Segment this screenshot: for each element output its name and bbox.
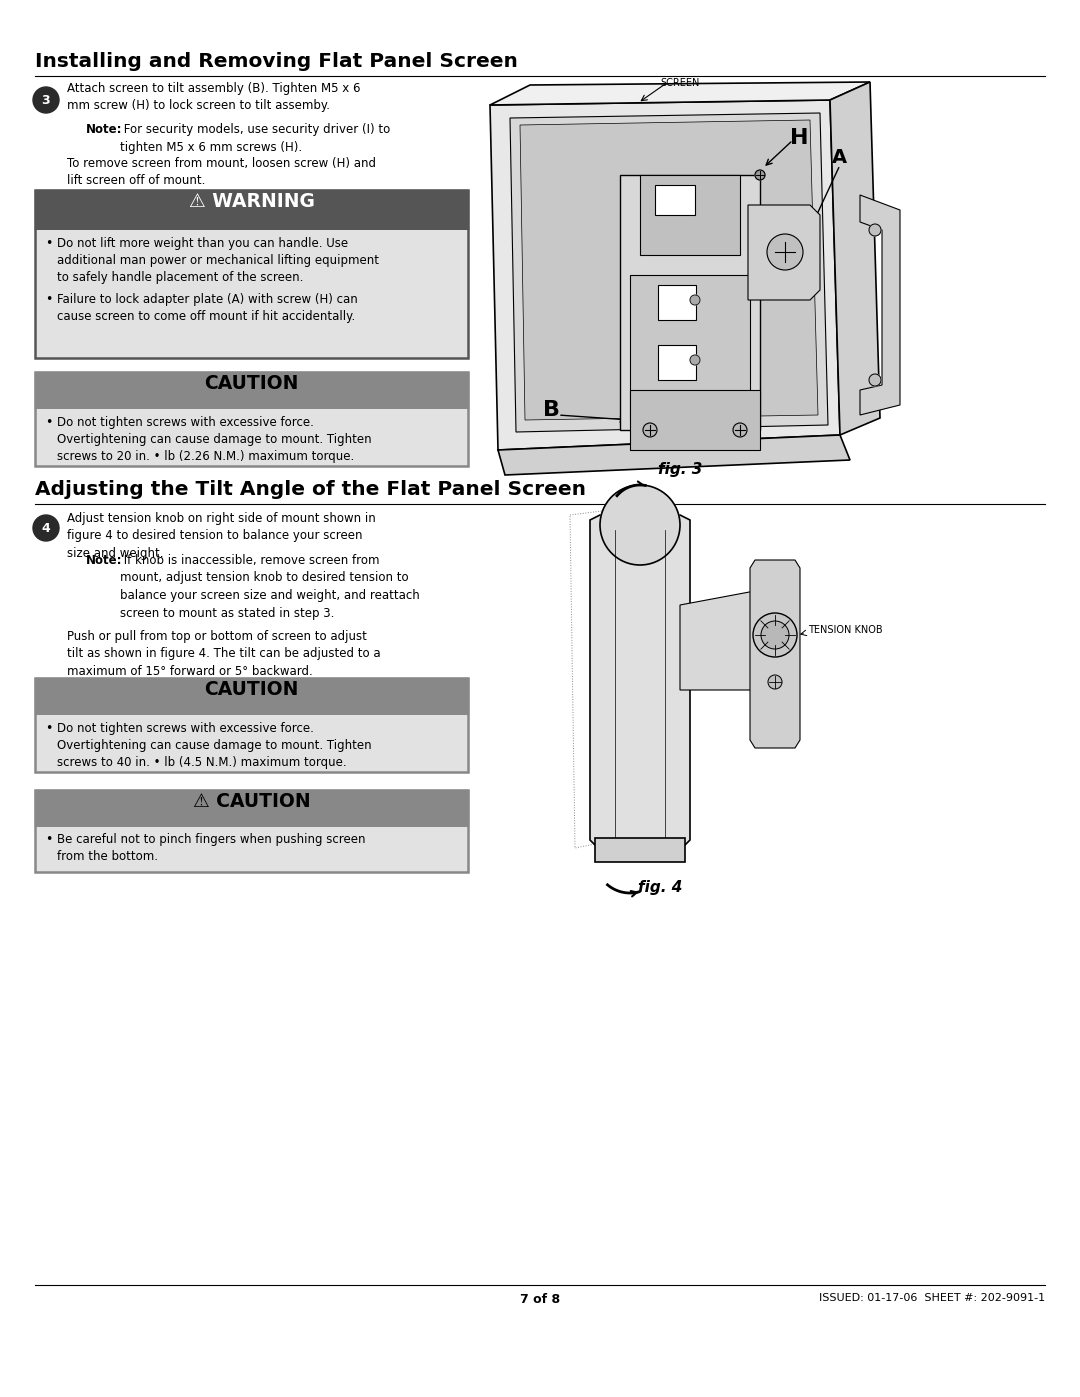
Text: TENSION KNOB: TENSION KNOB (808, 624, 882, 636)
FancyBboxPatch shape (35, 231, 468, 358)
Polygon shape (490, 82, 870, 105)
Polygon shape (831, 82, 880, 434)
Circle shape (755, 170, 765, 180)
Text: Attach screen to tilt assembly (B). Tighten M5 x 6
mm screw (H) to lock screen t: Attach screen to tilt assembly (B). Tigh… (67, 82, 361, 113)
FancyBboxPatch shape (35, 409, 468, 467)
Circle shape (753, 613, 797, 657)
Polygon shape (630, 390, 760, 450)
Circle shape (869, 374, 881, 386)
FancyBboxPatch shape (35, 715, 468, 773)
Circle shape (33, 87, 59, 113)
Polygon shape (519, 120, 818, 420)
Text: Note:: Note: (86, 123, 122, 136)
Text: For security models, use security driver (I) to
tighten M5 x 6 mm screws (H).: For security models, use security driver… (120, 123, 390, 154)
Circle shape (768, 675, 782, 689)
Text: •: • (45, 237, 52, 250)
Text: •: • (45, 722, 52, 735)
Text: If knob is inaccessible, remove screen from
mount, adjust tension knob to desire: If knob is inaccessible, remove screen f… (120, 555, 420, 619)
Text: Do not lift more weight than you can handle. Use
additional man power or mechani: Do not lift more weight than you can han… (57, 237, 379, 284)
Text: CAUTION: CAUTION (204, 680, 299, 698)
Text: 3: 3 (42, 94, 51, 106)
FancyBboxPatch shape (658, 345, 696, 380)
Text: ⚠ WARNING: ⚠ WARNING (189, 191, 314, 211)
Circle shape (33, 515, 59, 541)
Text: To remove screen from mount, loosen screw (H) and
lift screen off of mount.: To remove screen from mount, loosen scre… (67, 156, 376, 187)
Circle shape (767, 235, 804, 270)
Circle shape (690, 295, 700, 305)
Circle shape (869, 224, 881, 236)
Text: fig. 4: fig. 4 (638, 880, 683, 895)
FancyBboxPatch shape (35, 678, 468, 715)
Text: Installing and Removing Flat Panel Screen: Installing and Removing Flat Panel Scree… (35, 52, 518, 71)
Polygon shape (748, 205, 820, 300)
Text: A: A (832, 148, 847, 168)
Text: ⚠ CAUTION: ⚠ CAUTION (192, 792, 310, 812)
Text: B: B (543, 400, 561, 420)
Polygon shape (860, 196, 900, 415)
Text: 7 of 8: 7 of 8 (519, 1294, 561, 1306)
Text: •: • (45, 833, 52, 847)
Text: CAUTION: CAUTION (204, 374, 299, 393)
FancyBboxPatch shape (35, 372, 468, 409)
Polygon shape (590, 515, 690, 849)
FancyBboxPatch shape (35, 827, 468, 872)
Polygon shape (490, 101, 840, 450)
Text: ISSUED: 01-17-06  SHEET #: 202-9091-1: ISSUED: 01-17-06 SHEET #: 202-9091-1 (819, 1294, 1045, 1303)
FancyBboxPatch shape (35, 190, 468, 231)
Circle shape (733, 423, 747, 437)
Text: •: • (45, 293, 52, 306)
Polygon shape (620, 175, 760, 430)
FancyBboxPatch shape (658, 285, 696, 320)
Text: •: • (45, 416, 52, 429)
Text: Note:: Note: (86, 555, 122, 567)
Text: Adjust tension knob on right side of mount shown in
figure 4 to desired tension : Adjust tension knob on right side of mou… (67, 511, 376, 560)
Polygon shape (630, 275, 750, 420)
Text: SCREEN: SCREEN (660, 78, 700, 88)
Polygon shape (498, 434, 850, 475)
Text: Adjusting the Tilt Angle of the Flat Panel Screen: Adjusting the Tilt Angle of the Flat Pan… (35, 481, 586, 499)
Text: Do not tighten screws with excessive force.
Overtightening can cause damage to m: Do not tighten screws with excessive for… (57, 722, 372, 768)
Polygon shape (680, 590, 775, 690)
Text: Note: For security models, use security driver (I) to
tighten M5 x 6 mm screws (: Note: For security models, use security … (86, 123, 388, 154)
Text: fig. 3: fig. 3 (658, 462, 702, 476)
Text: 4: 4 (42, 521, 51, 535)
Text: Failure to lock adapter plate (A) with screw (H) can
cause screen to come off mo: Failure to lock adapter plate (A) with s… (57, 293, 357, 323)
FancyBboxPatch shape (35, 789, 468, 827)
Circle shape (643, 423, 657, 437)
Text: Do not tighten screws with excessive force.
Overtightening can cause damage to m: Do not tighten screws with excessive for… (57, 416, 372, 462)
Text: Be careful not to pinch fingers when pushing screen
from the bottom.: Be careful not to pinch fingers when pus… (57, 833, 365, 863)
FancyBboxPatch shape (654, 184, 696, 215)
Circle shape (761, 622, 789, 650)
Circle shape (600, 485, 680, 564)
Polygon shape (510, 113, 828, 432)
Polygon shape (750, 560, 800, 747)
Text: H: H (789, 129, 809, 148)
Polygon shape (640, 175, 740, 256)
Text: Push or pull from top or bottom of screen to adjust
tilt as shown in figure 4. T: Push or pull from top or bottom of scree… (67, 630, 380, 678)
Polygon shape (595, 838, 685, 862)
Circle shape (690, 355, 700, 365)
